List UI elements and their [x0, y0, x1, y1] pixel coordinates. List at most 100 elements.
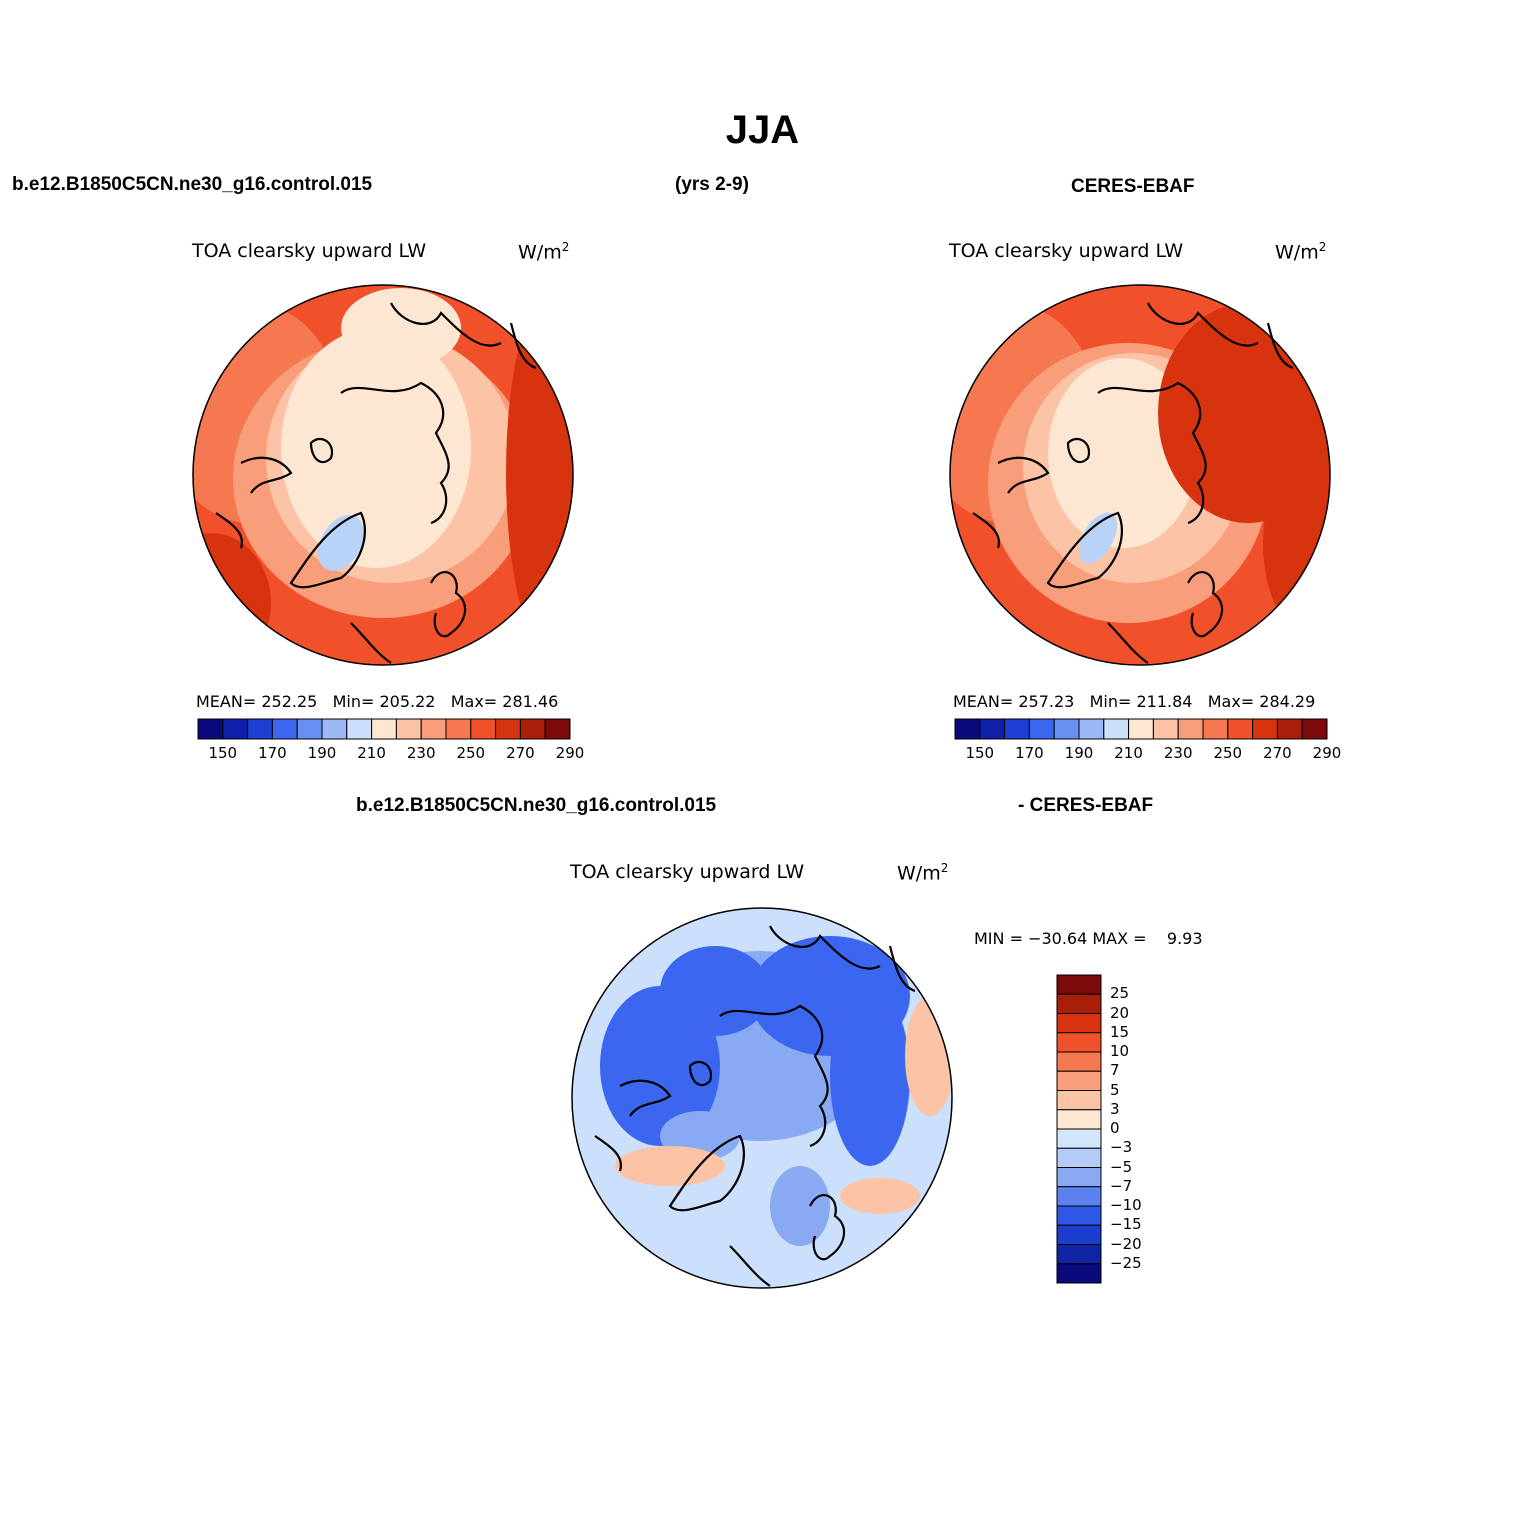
colorbar-swatch	[197, 718, 224, 740]
diff-units-label: W/m2	[897, 861, 949, 885]
obs-field-hot-southeast	[1263, 453, 1330, 633]
colorbar-swatch	[1078, 718, 1105, 740]
colorbar-tick-label: 210	[357, 744, 386, 762]
diff-colorbar-swatch	[1056, 1205, 1102, 1226]
colorbar-swatch	[321, 718, 348, 740]
diff-colorbar-tick-label: −25	[1110, 1253, 1142, 1272]
diff-colorbar-swatch	[1056, 1244, 1102, 1265]
model-field-cold-north	[341, 288, 461, 368]
colorbar-swatch	[1202, 718, 1229, 740]
diff-map-border	[571, 907, 953, 1289]
diff-colorbar-swatch	[1056, 1263, 1102, 1284]
model-units-label: W/m2	[518, 240, 570, 264]
diff-variable-label: TOA clearsky upward LW	[570, 861, 805, 883]
diff-colorbar-tick-label: −15	[1110, 1215, 1142, 1234]
model-field-greenland-ice	[318, 515, 364, 571]
diff-colorbar-tick-label: 10	[1110, 1042, 1130, 1060]
diff-colorbar-swatch	[1056, 1147, 1102, 1168]
obs-colorbar-labels: 150 170 190 210 230 250 270 290	[955, 744, 1341, 764]
diff-colorbar-swatch	[1056, 1070, 1102, 1091]
model-map	[192, 284, 574, 666]
diff-colorbar-tick-label: −7	[1110, 1176, 1133, 1195]
colorbar-swatch	[979, 718, 1006, 740]
colorbar-tick-label: 190	[1064, 744, 1094, 762]
diff-field-positive-south	[615, 1146, 725, 1186]
diff-minmax: MIN = −30.64 MAX = 9.93	[974, 929, 1203, 948]
diff-colorbar-swatch	[1056, 993, 1102, 1014]
diff-colorbar-tick-label: 25	[1110, 984, 1130, 1003]
diff-colorbar-swatch	[1056, 1109, 1102, 1130]
colorbar-swatch	[1227, 718, 1254, 740]
diff-colorbar-swatch	[1056, 1013, 1102, 1034]
diff-colorbar-tick-label: −20	[1110, 1234, 1142, 1253]
colorbar-swatch	[1128, 718, 1154, 740]
model-variable-label: TOA clearsky upward LW	[192, 240, 427, 262]
obs-coastlines	[972, 302, 1294, 664]
obs-units-label: W/m2	[1275, 240, 1327, 264]
colorbar-swatch	[1028, 718, 1055, 740]
diff-field-strong-east	[830, 986, 910, 1166]
model-field-hot-east	[506, 293, 573, 653]
colorbar-swatch	[1103, 718, 1130, 740]
diff-field-scandinavia	[770, 1166, 830, 1246]
diff-colorbar-tick-label: 0	[1110, 1119, 1120, 1137]
colorbar-swatch	[519, 718, 546, 740]
case-name-label: b.e12.B1850C5CN.ne30_g16.control.015	[12, 174, 373, 195]
diff-colorbar-swatch	[1056, 1051, 1102, 1072]
colorbar-tick-label: 230	[406, 744, 436, 762]
colorbar-swatch	[1301, 718, 1328, 740]
colorbar-swatch	[1053, 718, 1080, 740]
model-stats: MEAN= 252.25 Min= 205.22 Max= 281.46	[196, 692, 559, 711]
years-label: (yrs 2-9)	[675, 174, 749, 195]
obs-colorbar	[954, 718, 1328, 740]
diff-colorbar-tick-label: 20	[1110, 1003, 1130, 1022]
obs-variable-label: TOA clearsky upward LW	[949, 240, 1184, 262]
diff-colorbar-swatch	[1056, 1186, 1102, 1207]
colorbar-swatch	[1276, 718, 1303, 740]
obs-map	[949, 284, 1331, 666]
diff-colorbar-swatch	[1056, 1032, 1102, 1053]
colorbar-tick-label: 270	[506, 744, 535, 762]
diff-case-name-label: b.e12.B1850C5CN.ne30_g16.control.015	[356, 795, 717, 816]
diff-colorbar-swatch	[1056, 1224, 1102, 1245]
colorbar-tick-label: 290	[1312, 744, 1342, 762]
model-coastlines	[215, 302, 537, 664]
colorbar-swatch	[296, 718, 323, 740]
model-colorbar	[197, 718, 571, 740]
colorbar-swatch	[247, 718, 273, 740]
colorbar-tick-label: 250	[456, 744, 486, 762]
colorbar-swatch	[445, 718, 472, 740]
colorbar-swatch	[495, 718, 521, 740]
diff-colorbar-tick-label: −5	[1110, 1157, 1133, 1176]
model-map-border	[192, 284, 574, 666]
diff-colorbar-swatch	[1056, 1167, 1102, 1188]
diff-colorbar-labels: 25 20 15 10 7 5 3 0 −3 −5 −7 −10 −15 −20 −25	[1110, 975, 1170, 1283]
colorbar-tick-label: 170	[258, 744, 287, 762]
colorbar-swatch	[544, 718, 571, 740]
diff-colorbar-swatch	[1056, 1128, 1102, 1149]
obs-name-label: CERES-EBAF	[1071, 176, 1195, 197]
colorbar-swatch	[395, 718, 422, 740]
diff-coastlines	[594, 925, 916, 1287]
obs-field-greenland-ice	[1078, 512, 1118, 564]
colorbar-swatch	[222, 718, 249, 740]
diff-colorbar-swatch	[1056, 974, 1102, 995]
colorbar-swatch	[1004, 718, 1030, 740]
colorbar-swatch	[271, 718, 298, 740]
colorbar-swatch	[1252, 718, 1278, 740]
diff-field-positive-southeast	[840, 1178, 920, 1214]
diff-colorbar-tick-label: 5	[1110, 1080, 1120, 1099]
colorbar-tick-label: 150	[208, 744, 238, 762]
diff-obs-name-label: - CERES-EBAF	[1018, 795, 1154, 816]
colorbar-tick-label: 230	[1163, 744, 1193, 762]
colorbar-swatch	[420, 718, 447, 740]
diff-colorbar	[1056, 974, 1102, 1284]
diff-colorbar-tick-label: −10	[1110, 1196, 1142, 1214]
colorbar-tick-label: 190	[307, 744, 337, 762]
obs-stats: MEAN= 257.23 Min= 211.84 Max= 284.29	[953, 692, 1316, 711]
diff-colorbar-tick-label: 15	[1110, 1022, 1130, 1041]
colorbar-tick-label: 210	[1114, 744, 1143, 762]
colorbar-swatch	[954, 718, 981, 740]
diff-colorbar-tick-label: 7	[1110, 1061, 1120, 1080]
colorbar-swatch	[1177, 718, 1204, 740]
